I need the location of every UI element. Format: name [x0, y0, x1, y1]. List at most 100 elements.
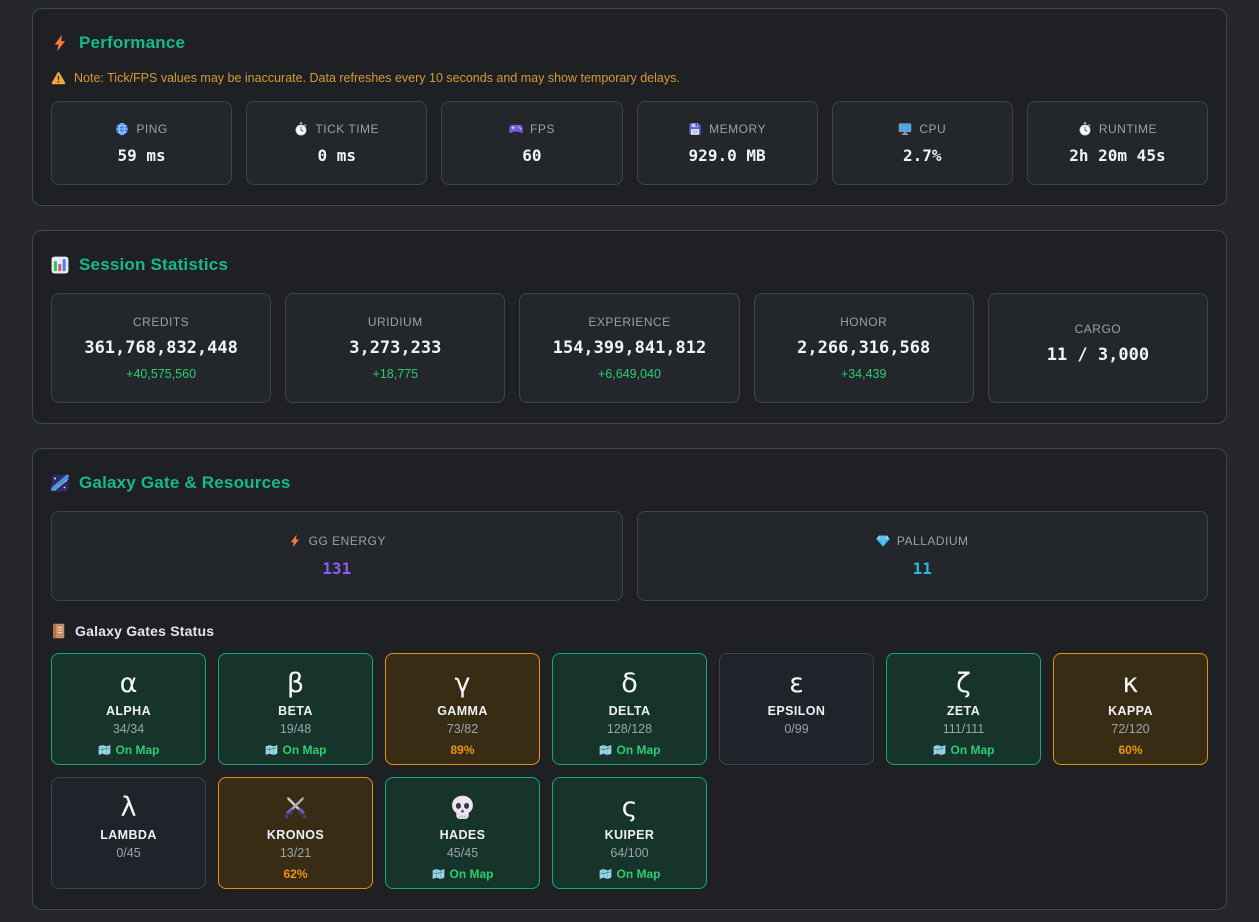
stat-label-text: CPU — [919, 122, 946, 136]
stat-label: EXPERIENCE — [588, 315, 670, 329]
gate-status-text: On Map — [283, 743, 327, 757]
gate-count: 13/21 — [280, 846, 311, 860]
gate-symbol — [282, 790, 309, 825]
stat-label-text: MEMORY — [709, 122, 766, 136]
stat-label: RUNTIME — [1078, 122, 1157, 136]
stat-label-text: URIDIUM — [368, 315, 423, 329]
stat-label-text: CREDITS — [133, 315, 189, 329]
gate-card: ε EPSILON 0/99 — [719, 653, 874, 765]
stat-label: CARGO — [1075, 322, 1122, 336]
performance-title-text: Performance — [79, 33, 185, 53]
resource-label: PALLADIUM — [876, 534, 969, 548]
stat-value: 929.0 MB — [689, 146, 766, 165]
map-icon — [933, 744, 946, 756]
gate-card: λ LAMBDA 0/45 — [51, 777, 206, 889]
floppy-icon — [688, 122, 702, 136]
gate-symbol: λ — [121, 790, 137, 825]
galaxy-gate-title-text: Galaxy Gate & Resources — [79, 473, 291, 493]
session-cards: CREDITS 361,768,832,448 +40,575,560 URID… — [51, 293, 1208, 403]
stat-delta: +6,649,040 — [598, 367, 661, 381]
session-stat-card: CARGO 11 / 3,000 — [988, 293, 1208, 403]
gates-status-title-text: Galaxy Gates Status — [75, 623, 214, 639]
gate-count: 111/111 — [943, 722, 984, 736]
bolt-icon — [51, 34, 69, 52]
map-icon — [98, 744, 111, 756]
gate-symbol-glyph: δ — [621, 668, 638, 699]
gate-status: On Map — [265, 743, 327, 757]
monitor-icon — [898, 122, 912, 136]
gate-count: 64/100 — [610, 846, 648, 860]
resource-card: PALLADIUM 11 — [637, 511, 1209, 601]
performance-stat-card: FPS 60 — [441, 101, 622, 185]
globe-icon — [115, 122, 129, 136]
gate-count: 73/82 — [447, 722, 478, 736]
map-icon — [432, 868, 445, 880]
gate-symbol-glyph: γ — [455, 668, 471, 699]
gate-name: KUIPER — [605, 828, 655, 842]
gate-symbol-glyph: β — [287, 668, 304, 699]
session-stat-card: URIDIUM 3,273,233 +18,775 — [285, 293, 505, 403]
gate-status: 89% — [450, 743, 474, 757]
gate-symbol-glyph: ζ — [956, 668, 971, 699]
stat-value: 0 ms — [317, 146, 356, 165]
gate-symbol: γ — [455, 666, 471, 701]
gate-symbol: α — [120, 666, 138, 701]
gate-card: κ KAPPA 72/120 60% — [1053, 653, 1208, 765]
gate-name: ZETA — [947, 704, 980, 718]
session-stat-card: EXPERIENCE 154,399,841,812 +6,649,040 — [519, 293, 739, 403]
stat-label: PING — [115, 122, 167, 136]
session-stat-card: HONOR 2,266,316,568 +34,439 — [754, 293, 974, 403]
gate-count: 19/48 — [280, 722, 311, 736]
gate-symbol: ς — [622, 790, 638, 825]
gate-symbol: δ — [621, 666, 638, 701]
stat-label-text: HONOR — [840, 315, 887, 329]
session-statistics-panel: Session Statistics CREDITS 361,768,832,4… — [32, 230, 1227, 424]
gate-card: β BETA 19/48 On Map — [218, 653, 373, 765]
stat-label-text: TICK TIME — [315, 122, 379, 136]
gate-status: On Map — [933, 743, 995, 757]
performance-stat-card: TICK TIME 0 ms — [246, 101, 427, 185]
stat-label-text: EXPERIENCE — [588, 315, 670, 329]
gate-status: On Map — [432, 867, 494, 881]
resource-label: GG ENERGY — [288, 534, 386, 548]
galaxy-gate-title: Galaxy Gate & Resources — [51, 473, 1208, 493]
stat-value: 2h 20m 45s — [1069, 146, 1165, 165]
stat-value: 60 — [522, 146, 541, 165]
gate-symbol-glyph: α — [120, 668, 138, 699]
gate-card: ζ ZETA 111/111 On Map — [886, 653, 1041, 765]
gate-count: 72/120 — [1111, 722, 1149, 736]
gate-name: EPSILON — [768, 704, 826, 718]
gate-name: BETA — [278, 704, 313, 718]
gate-status-text: On Map — [617, 867, 661, 881]
performance-stat-card: MEMORY 929.0 MB — [637, 101, 818, 185]
gate-count: 0/45 — [116, 846, 140, 860]
stat-delta: +40,575,560 — [126, 367, 196, 381]
performance-stat-card: CPU 2.7% — [832, 101, 1013, 185]
resource-label-text: GG ENERGY — [309, 534, 386, 548]
gate-name: DELTA — [609, 704, 651, 718]
stat-delta: +34,439 — [841, 367, 887, 381]
stopwatch-icon — [1078, 122, 1092, 136]
map-icon — [599, 868, 612, 880]
resource-cards: GG ENERGY 131 PALLADIUM 11 — [51, 511, 1208, 601]
gate-symbol: ε — [789, 666, 804, 701]
map-icon — [265, 744, 278, 756]
resource-value: 131 — [322, 559, 351, 578]
stat-label: HONOR — [840, 315, 887, 329]
stat-value: 59 ms — [117, 146, 165, 165]
gate-symbol — [449, 790, 476, 825]
resource-value: 11 — [913, 559, 932, 578]
stat-label: MEMORY — [688, 122, 766, 136]
gate-status-text: 60% — [1118, 743, 1142, 757]
stopwatch-icon — [294, 122, 308, 136]
stat-value: 361,768,832,448 — [84, 338, 238, 358]
gate-symbol-glyph: ς — [622, 792, 638, 823]
galaxy-icon — [51, 474, 69, 492]
gate-status-text: On Map — [116, 743, 160, 757]
gate-status: On Map — [599, 867, 661, 881]
map-icon — [599, 744, 612, 756]
swords-icon — [282, 794, 309, 821]
gate-status: On Map — [599, 743, 661, 757]
gate-symbol: ζ — [956, 666, 971, 701]
gate-symbol: β — [287, 666, 304, 701]
